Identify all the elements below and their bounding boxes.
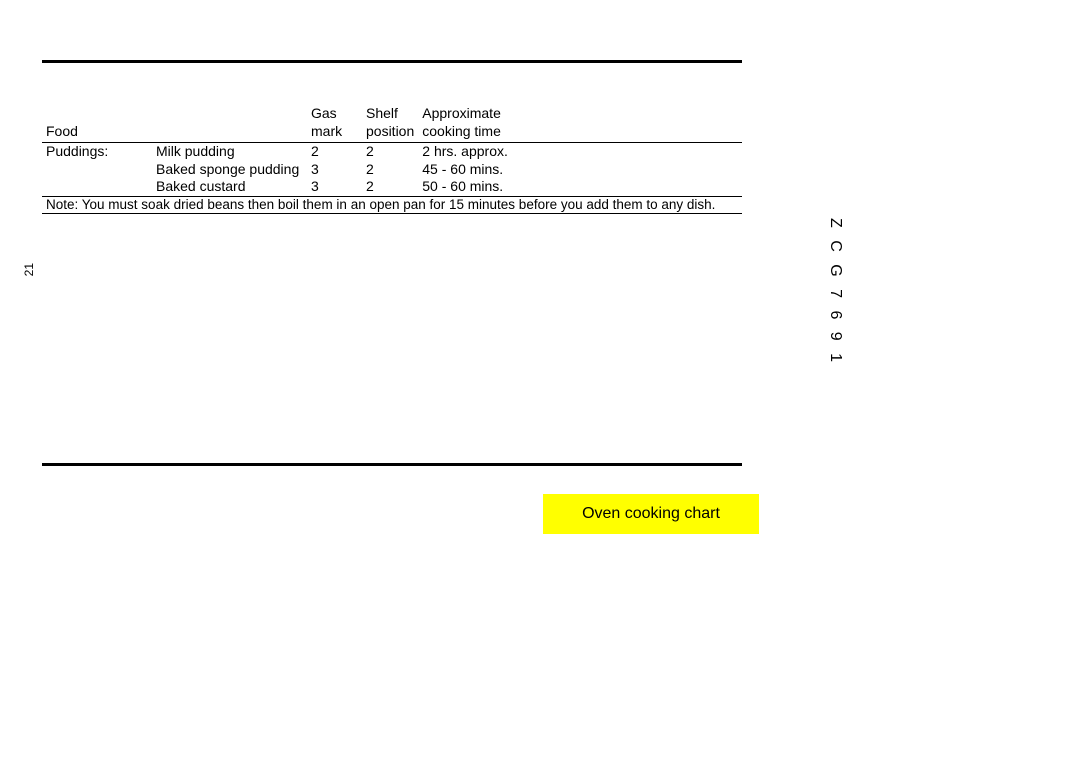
cell-shelf: 2 <box>362 161 418 179</box>
table-row: Puddings: Milk pudding 2 2 2 hrs. approx… <box>42 143 742 161</box>
cell-food: Puddings: <box>42 143 152 161</box>
cell-shelf: 2 <box>362 178 418 196</box>
cell-gas: 2 <box>307 143 362 161</box>
table-note: Note: You must soak dried beans then boi… <box>42 196 742 214</box>
table-note-row: Note: You must soak dried beans then boi… <box>42 196 742 214</box>
document-page: Gas Shelf Approximate Food mark position… <box>0 0 1080 763</box>
cell-food <box>42 161 152 179</box>
cell-time: 50 - 60 mins. <box>418 178 742 196</box>
cell-food <box>42 178 152 196</box>
col-header-time-2: cooking time <box>418 123 742 143</box>
cell-time: 45 - 60 mins. <box>418 161 742 179</box>
cell-gas: 3 <box>307 178 362 196</box>
section-label: Oven cooking chart <box>543 494 759 534</box>
content-block: Gas Shelf Approximate Food mark position… <box>42 60 742 214</box>
col-header-food: Food <box>42 123 152 143</box>
cell-time: 2 hrs. approx. <box>418 143 742 161</box>
model-code: Z C G 7 6 9 1 <box>826 218 844 366</box>
table-header-row-2: Food mark position cooking time <box>42 123 742 143</box>
cell-shelf: 2 <box>362 143 418 161</box>
table-header-row-1: Gas Shelf Approximate <box>42 105 742 123</box>
page-number: 21 <box>22 263 36 276</box>
cell-gas: 3 <box>307 161 362 179</box>
cell-item: Milk pudding <box>152 143 307 161</box>
col-header-shelf-1: Shelf <box>362 105 418 123</box>
col-header-time-1: Approximate <box>418 105 742 123</box>
table-row: Baked sponge pudding 3 2 45 - 60 mins. <box>42 161 742 179</box>
bottom-rule <box>42 463 742 466</box>
col-header-shelf-2: position <box>362 123 418 143</box>
col-header-gas-2: mark <box>307 123 362 143</box>
col-header-gas-1: Gas <box>307 105 362 123</box>
section-label-text: Oven cooking chart <box>582 505 720 523</box>
table-row: Baked custard 3 2 50 - 60 mins. <box>42 178 742 196</box>
cooking-chart-table: Gas Shelf Approximate Food mark position… <box>42 105 742 214</box>
cell-item: Baked sponge pudding <box>152 161 307 179</box>
cell-item: Baked custard <box>152 178 307 196</box>
top-rule <box>42 60 742 63</box>
